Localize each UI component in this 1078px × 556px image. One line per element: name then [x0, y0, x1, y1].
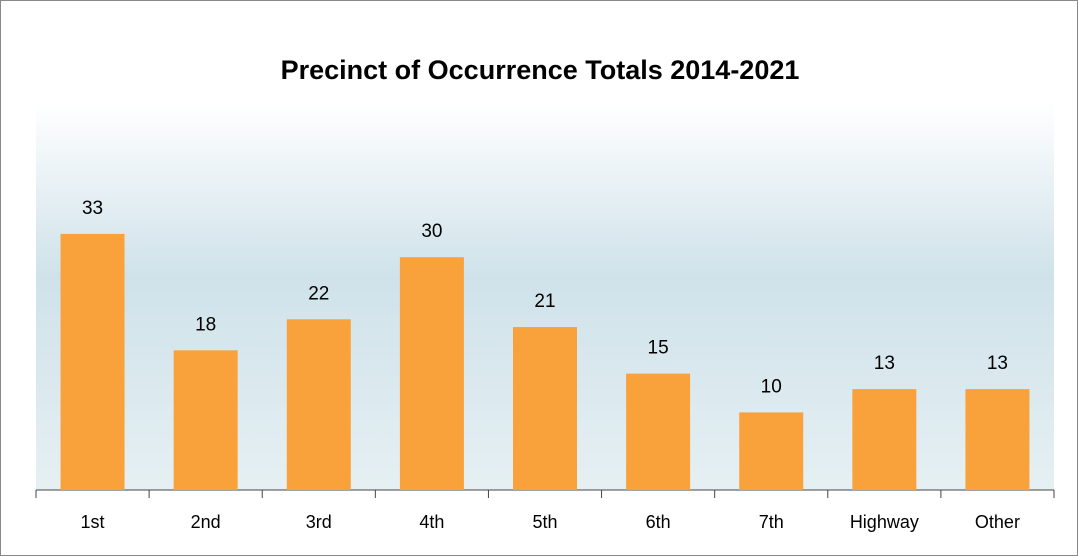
x-tick-label: 4th [419, 512, 444, 532]
data-label: 13 [987, 353, 1008, 374]
data-label: 33 [82, 198, 103, 219]
data-label: 22 [308, 283, 329, 304]
bar [60, 233, 125, 491]
data-label: 30 [421, 221, 442, 242]
bar [513, 327, 577, 490]
x-tick-label: Highway [850, 512, 919, 532]
x-tick-label: 1st [81, 512, 105, 532]
x-tick-label: Other [975, 512, 1020, 532]
data-label: 10 [761, 376, 782, 397]
x-tick-label: 2nd [191, 512, 221, 532]
bar [852, 389, 917, 490]
data-label: 13 [874, 353, 895, 374]
x-tick-label: 7th [759, 512, 784, 532]
bar [399, 257, 464, 490]
data-label: 15 [648, 338, 669, 359]
bar [739, 412, 804, 490]
data-label: 21 [534, 291, 555, 312]
chart-title: Precinct of Occurrence Totals 2014-2021 [281, 55, 800, 85]
bar [965, 389, 1030, 490]
data-label: 18 [195, 314, 216, 335]
bar [173, 350, 238, 490]
x-tick-label: 5th [532, 512, 557, 532]
x-tick-label: 6th [646, 512, 671, 532]
bar [626, 373, 691, 490]
x-tick-label: 3rd [306, 512, 332, 532]
bar [286, 319, 351, 490]
